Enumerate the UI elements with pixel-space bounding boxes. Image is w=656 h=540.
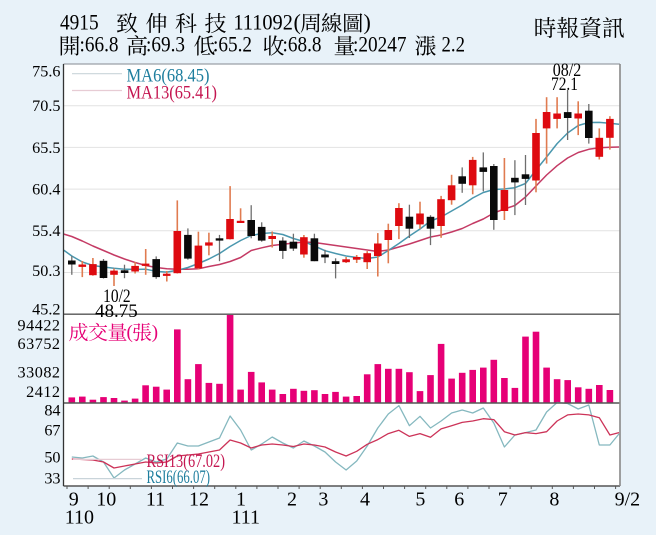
svg-text:1: 1: [236, 489, 246, 511]
svg-text:60.4: 60.4: [32, 181, 60, 199]
svg-text:65.5: 65.5: [32, 139, 60, 157]
svg-text:6: 6: [454, 489, 464, 511]
svg-text:110: 110: [65, 507, 94, 529]
svg-text:(: (: [294, 10, 301, 35]
svg-text:94422: 94422: [18, 317, 61, 335]
svg-text:111092: 111092: [233, 10, 293, 35]
svg-text:10: 10: [96, 489, 116, 511]
svg-text:63752: 63752: [18, 335, 61, 353]
svg-text:48.75: 48.75: [95, 301, 138, 322]
svg-text:67: 67: [44, 422, 60, 440]
svg-text:8: 8: [549, 489, 559, 511]
svg-text:9/2: 9/2: [615, 489, 641, 511]
svg-text:5: 5: [415, 489, 425, 511]
svg-text:7: 7: [498, 489, 508, 511]
svg-text:75.6: 75.6: [32, 63, 60, 81]
svg-text:4915: 4915: [60, 10, 99, 35]
svg-text::20247: :20247: [353, 32, 407, 57]
svg-text:55.4: 55.4: [32, 222, 60, 240]
svg-text:11: 11: [146, 489, 165, 511]
svg-text:3: 3: [318, 489, 328, 511]
svg-text:111: 111: [232, 507, 261, 529]
svg-text:RSI6(66.07): RSI6(66.07): [147, 468, 211, 488]
svg-text:9: 9: [69, 489, 79, 511]
svg-text:MA13(65.41): MA13(65.41): [127, 84, 218, 104]
svg-text:2: 2: [287, 489, 297, 511]
svg-text::65.2: :65.2: [213, 32, 252, 57]
svg-text::68.8: :68.8: [283, 32, 322, 57]
svg-text:4: 4: [360, 489, 370, 511]
svg-text:33082: 33082: [18, 363, 61, 381]
svg-text:70.5: 70.5: [32, 97, 60, 115]
svg-text::66.8: :66.8: [80, 32, 119, 57]
svg-text:50: 50: [44, 449, 60, 467]
svg-text:84: 84: [44, 401, 60, 419]
svg-text:RSI13(67.02): RSI13(67.02): [147, 452, 226, 472]
svg-text:33: 33: [44, 470, 60, 488]
svg-text:12: 12: [189, 489, 209, 511]
svg-text:MA6(68.45): MA6(68.45): [127, 67, 210, 87]
svg-text:): ): [364, 10, 371, 35]
svg-text:): ): [152, 322, 158, 343]
svg-text:72.1: 72.1: [551, 74, 578, 95]
svg-text::69.3: :69.3: [146, 32, 185, 57]
svg-text:45.2: 45.2: [32, 301, 60, 319]
svg-text:(: (: [127, 322, 133, 343]
svg-text:08/2: 08/2: [553, 60, 582, 81]
svg-text:2412: 2412: [26, 383, 60, 401]
svg-text:2.2: 2.2: [442, 32, 466, 57]
svg-text:10/2: 10/2: [103, 286, 131, 307]
svg-text:50.3: 50.3: [32, 262, 60, 280]
